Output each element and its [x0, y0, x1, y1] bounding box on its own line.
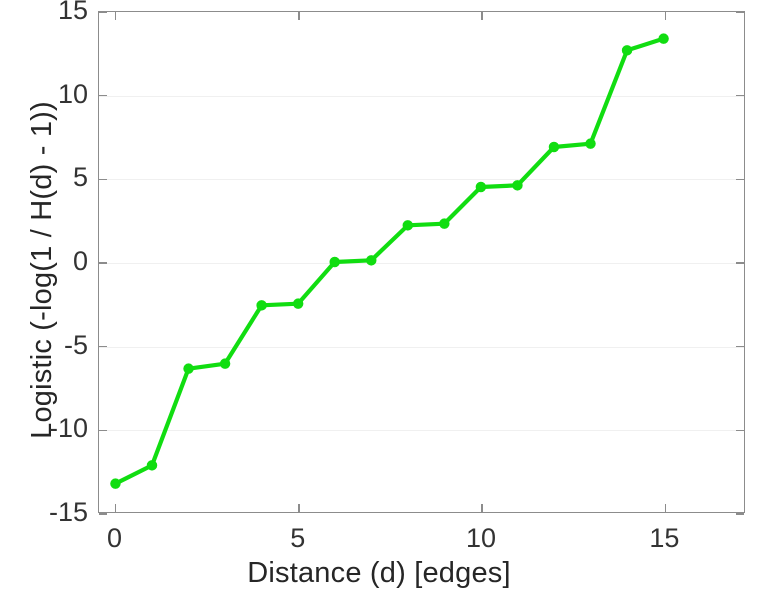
x-axis-tick-label: 5 [290, 523, 306, 553]
data-point [475, 181, 487, 193]
y-axis-tick-label: -5 [63, 329, 88, 360]
y-axis-tick [99, 345, 107, 348]
y-axis-tick [99, 178, 107, 181]
data-series-line [110, 33, 669, 489]
x-axis-tick-top [114, 12, 117, 20]
x-axis-title: Distance (d) [edges] [247, 557, 511, 589]
data-point [329, 256, 340, 268]
x-axis-tick [481, 504, 483, 512]
series-polyline [113, 36, 666, 486]
x-axis-tick [664, 504, 667, 512]
data-point [585, 138, 596, 149]
y-axis-tick-label: 0 [72, 246, 88, 276]
y-axis-tick-right [736, 262, 744, 264]
y-axis-tick [99, 94, 107, 97]
y-axis-tick-label: -15 [48, 497, 88, 527]
data-point [146, 460, 158, 471]
x-axis-tick-top [297, 12, 300, 20]
y-axis-tick [99, 513, 107, 515]
y-axis-tick-right [736, 11, 744, 13]
x-axis-tick [297, 504, 300, 512]
y-axis-tick-right [736, 345, 744, 348]
plot-area [98, 11, 745, 515]
y-axis-tick [99, 262, 107, 264]
data-point [292, 298, 304, 309]
x-axis-tick-top [664, 12, 667, 20]
data-point [219, 358, 231, 369]
y-axis-tick-right [736, 94, 744, 97]
y-axis-tick-label: 5 [72, 162, 88, 193]
x-axis-tick-label: 0 [106, 523, 122, 553]
data-point [402, 220, 414, 231]
y-axis-tick [99, 11, 107, 13]
data-point [548, 141, 560, 153]
x-axis-tick-label: 10 [466, 523, 497, 553]
y-axis-tick-label: -10 [48, 413, 88, 444]
y-axis-tick-right [736, 178, 744, 181]
y-axis-tick [99, 429, 107, 432]
data-point [658, 33, 669, 44]
data-point [366, 255, 377, 266]
y-axis-tick-right [736, 429, 744, 432]
data-point [256, 300, 267, 311]
x-axis-tick-top [481, 12, 483, 20]
x-axis-tick-label: 15 [649, 523, 680, 553]
data-point [621, 45, 633, 56]
data-point [110, 478, 121, 489]
y-axis-tick-right [736, 513, 744, 515]
x-axis-tick [114, 504, 117, 512]
series-markers [110, 33, 669, 489]
y-axis-tick-label: 15 [57, 0, 88, 25]
data-point [439, 218, 450, 229]
data-point [183, 363, 194, 374]
y-axis-tick-label: 10 [57, 78, 88, 109]
data-point [512, 180, 523, 191]
